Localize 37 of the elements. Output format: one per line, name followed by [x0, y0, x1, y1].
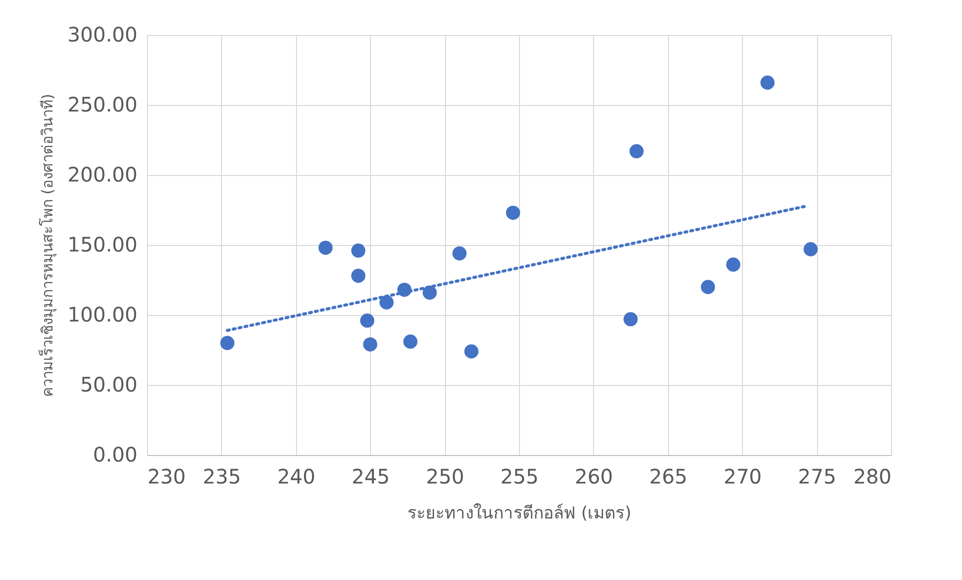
- y-tick-label: 150.00: [68, 232, 138, 256]
- y-tick-label: 100.00: [68, 302, 138, 326]
- point: [726, 258, 740, 272]
- point: [629, 144, 644, 158]
- point: [506, 206, 520, 220]
- point: [379, 295, 394, 310]
- point: [220, 336, 234, 350]
- y-tick-label: 200.00: [68, 162, 138, 186]
- x-tick-label: 265: [649, 464, 688, 488]
- x-tick-label: 255: [500, 464, 539, 488]
- point: [351, 244, 366, 258]
- point: [351, 268, 366, 283]
- point: [760, 76, 775, 90]
- x-tick-label: 280: [853, 464, 892, 488]
- point: [700, 280, 716, 294]
- x-tick-label: 235: [202, 464, 241, 488]
- x-tick-label: 230: [148, 464, 186, 488]
- x-tick-label: 250: [426, 464, 464, 488]
- point: [464, 344, 478, 358]
- point: [403, 334, 418, 349]
- x-tick-label: 275: [798, 464, 836, 488]
- point: [624, 312, 638, 326]
- x-tick-label: 260: [574, 464, 613, 488]
- point: [363, 337, 378, 352]
- point: [360, 314, 374, 328]
- point: [804, 242, 818, 256]
- y-axis-title: ความเร็วเชิงมุมการหมุนสะโพก (องศาต่อวินาที): [38, 94, 58, 398]
- point: [318, 240, 333, 255]
- x-axis-title: ระยะทางในการตีกอล์ฟ (เมตร): [408, 502, 632, 524]
- x-tick-label: 245: [352, 464, 390, 488]
- y-tick-label: 300.00: [68, 22, 138, 46]
- x-tick-label: 270: [724, 464, 762, 488]
- x-tick-label: 240: [277, 464, 316, 488]
- y-tick-label: 50.00: [80, 372, 138, 396]
- point: [452, 246, 467, 260]
- y-tick-label: 0.00: [92, 442, 138, 466]
- y-tick-label: 250.00: [68, 92, 138, 116]
